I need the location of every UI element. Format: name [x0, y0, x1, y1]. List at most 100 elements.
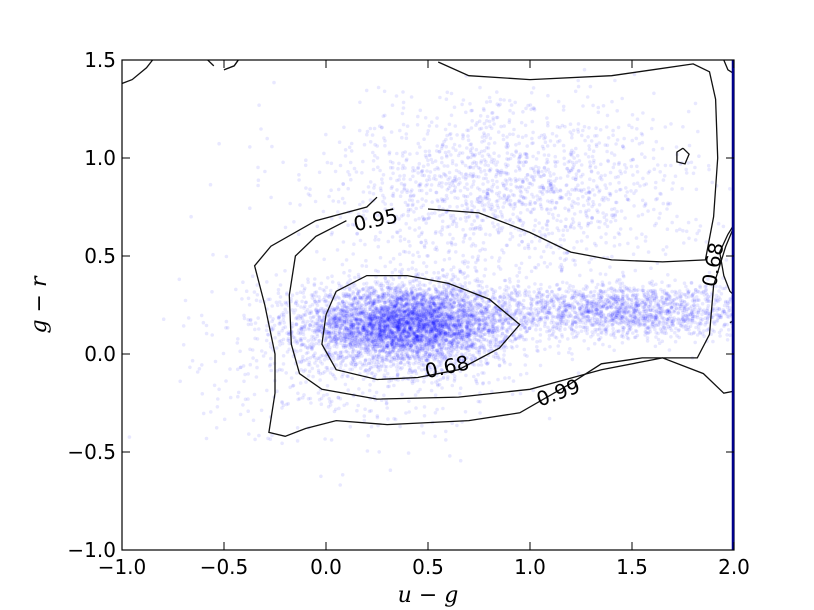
scatter-point	[504, 284, 509, 289]
scatter-point	[379, 281, 384, 286]
scatter-point	[322, 357, 327, 362]
scatter-point	[296, 331, 301, 335]
scatter-point	[308, 323, 313, 327]
scatter-point	[366, 294, 370, 299]
scatter-point	[478, 339, 483, 344]
scatter-point	[411, 353, 415, 357]
scatter-point	[405, 312, 410, 317]
scatter-point	[426, 322, 430, 326]
scatter-point	[415, 313, 419, 318]
scatter-point	[441, 306, 445, 311]
scatter-point	[349, 331, 354, 336]
scatter-point	[420, 272, 425, 277]
scatter-point	[415, 325, 420, 330]
scatter-point	[253, 327, 257, 332]
scatter-point	[448, 323, 452, 327]
scatter-point	[461, 360, 465, 365]
scatter-point	[434, 334, 439, 338]
scatter-point	[370, 317, 375, 321]
scatter-point	[460, 313, 465, 318]
scatter-point	[415, 335, 419, 340]
scatter-point	[242, 316, 247, 321]
scatter-point	[336, 336, 341, 341]
scatter-point	[409, 316, 414, 320]
scatter-point	[490, 314, 495, 319]
scatter-point	[439, 331, 444, 335]
scatter-point	[440, 341, 444, 346]
scatter-point	[415, 337, 420, 341]
scatter-point	[361, 286, 366, 291]
scatter-point	[436, 309, 441, 314]
scatter-point	[412, 301, 416, 306]
scatter-point	[435, 326, 440, 331]
scatter-point	[395, 286, 399, 291]
scatter-point	[401, 309, 405, 314]
scatter-point	[401, 283, 406, 288]
scatter-point	[349, 332, 354, 336]
scatter-point	[378, 326, 383, 330]
scatter-point	[389, 302, 394, 307]
scatter-point	[403, 329, 408, 334]
scatter-point	[349, 361, 353, 366]
scatter-point	[431, 337, 436, 342]
scatter-point	[277, 339, 282, 344]
scatter-point	[369, 319, 373, 324]
scatter-point	[441, 324, 445, 329]
scatter-point	[315, 364, 320, 368]
scatter-point	[378, 326, 382, 331]
scatter-point	[355, 302, 359, 306]
scatter-point	[389, 335, 394, 340]
scatter-point	[436, 320, 441, 325]
scatter-point	[341, 293, 346, 298]
scatter-point	[405, 318, 410, 322]
scatter-point	[410, 291, 415, 296]
scatter-point	[407, 292, 412, 297]
scatter-point	[413, 318, 417, 322]
scatter-point	[321, 307, 325, 311]
scatter-point	[468, 338, 472, 343]
scatter-point	[446, 323, 451, 328]
scatter-point	[419, 356, 424, 360]
scatter-point	[457, 302, 461, 307]
scatter-point	[395, 301, 400, 306]
scatter-point	[409, 340, 414, 345]
scatter-point	[477, 318, 481, 322]
scatter-point	[406, 311, 411, 316]
scatter-point	[495, 325, 499, 330]
scatter-point	[347, 354, 351, 358]
scatter-point	[418, 339, 422, 343]
scatter-point	[459, 346, 464, 351]
scatter-point	[379, 307, 384, 312]
scatter-point	[378, 311, 383, 316]
scatter-point	[436, 350, 440, 354]
scatter-point	[411, 298, 416, 302]
scatter-point	[432, 322, 436, 326]
scatter-point	[314, 301, 318, 305]
scatter-point	[254, 298, 259, 303]
scatter-point	[367, 295, 372, 300]
scatter-point	[426, 293, 431, 297]
scatter-point	[416, 272, 421, 276]
scatter-point	[312, 335, 316, 339]
scatter-point	[463, 301, 468, 306]
scatter-point	[431, 319, 435, 324]
scatter-point	[370, 339, 375, 344]
scatter-point	[302, 324, 307, 329]
scatter-point	[440, 386, 444, 390]
scatter-point	[450, 341, 455, 346]
scatter-point	[366, 314, 370, 318]
scatter-point	[422, 293, 427, 297]
scatter-point	[363, 342, 368, 347]
scatter-point	[441, 327, 446, 332]
scatter-point	[406, 312, 411, 316]
scatter-point	[492, 325, 496, 329]
scatter-point	[432, 284, 436, 288]
scatter-point	[385, 346, 389, 350]
scatter-point	[421, 333, 426, 337]
scatter-point	[424, 338, 429, 343]
scatter-point	[415, 350, 420, 355]
scatter-point	[381, 293, 385, 298]
scatter-point	[423, 333, 427, 337]
scatter-point	[453, 331, 458, 336]
scatter-point	[337, 301, 342, 306]
